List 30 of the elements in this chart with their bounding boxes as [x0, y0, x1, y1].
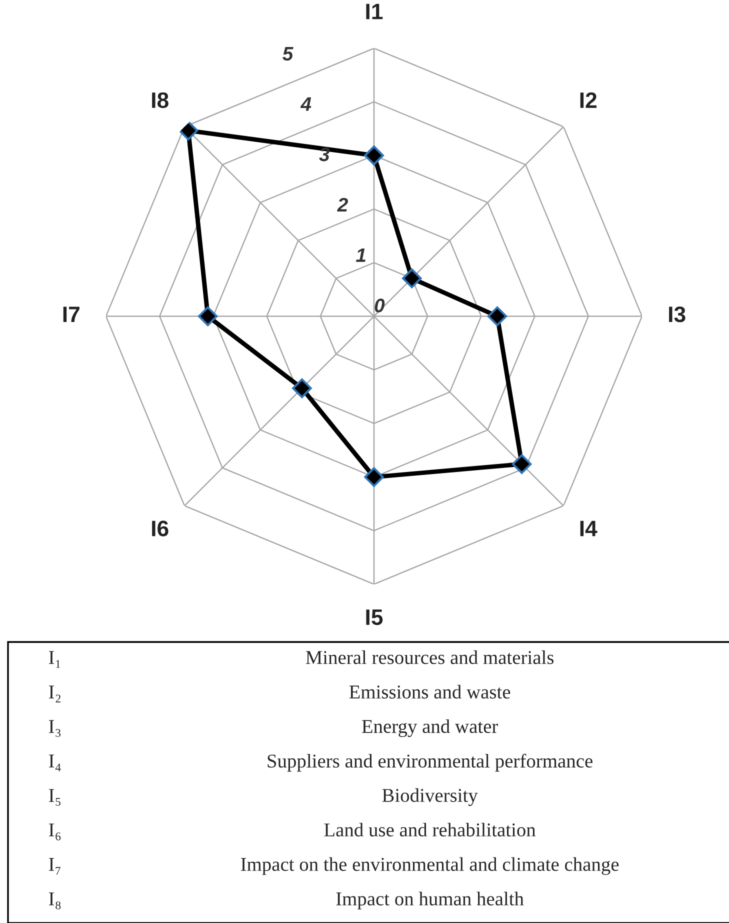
text: I₈ — [48, 892, 61, 910]
text: I₂ — [48, 686, 60, 702]
spoke-label: I2 — [580, 92, 597, 108]
text: I₁ — [48, 651, 60, 668]
text: I₇ — [48, 858, 60, 875]
spoke-label: I4 — [580, 520, 598, 536]
text: Land use and rehabilitation — [324, 822, 536, 836]
spoke-label: I7 — [63, 306, 80, 322]
spoke-label: I5 — [366, 610, 383, 626]
spoke-label: I6 — [152, 520, 168, 536]
spoke-label: I8 — [152, 92, 168, 108]
spoke-label: I3 — [669, 306, 686, 322]
text: I₄ — [48, 754, 61, 772]
y-tick-label: 0 — [374, 298, 385, 312]
spoke-label: I1 — [366, 4, 383, 20]
y-tick-label: 3 — [319, 148, 330, 162]
y-tick-label: 5 — [282, 47, 294, 61]
text: I₃ — [48, 720, 61, 737]
y-tick-label: 1 — [356, 248, 366, 262]
text: Mineral resources and materials — [306, 650, 554, 664]
y-tick-label: 2 — [337, 198, 348, 212]
text: Suppliers and environmental performance — [268, 754, 592, 772]
text: Biodiversity — [382, 788, 478, 806]
text: I₆ — [48, 824, 61, 840]
text: Impact on the environmental and climate change — [240, 857, 619, 875]
text: Impact on human health — [336, 892, 524, 910]
text: Energy and water — [362, 719, 498, 738]
y-tick-label: 4 — [300, 97, 312, 111]
text: I₅ — [48, 789, 60, 806]
text: Emissions and waste — [349, 684, 510, 699]
